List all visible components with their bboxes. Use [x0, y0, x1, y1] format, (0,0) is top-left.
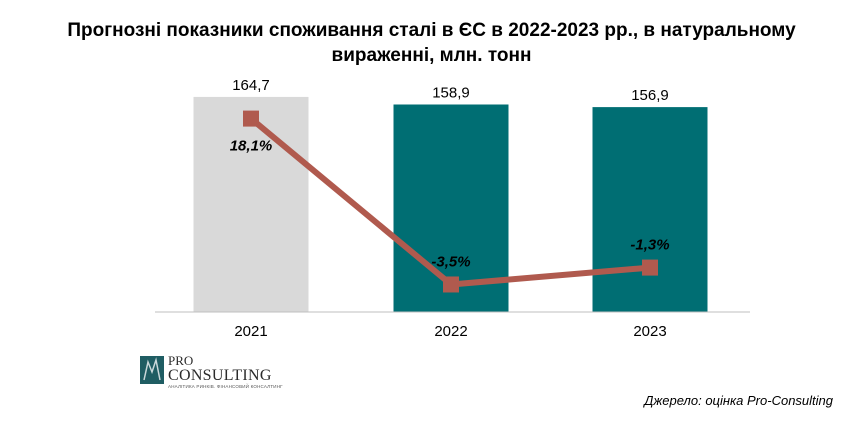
logo-emblem-icon — [140, 356, 164, 384]
x-tick-label-2022: 2022 — [434, 323, 467, 340]
value-label-2022: 158,9 — [432, 84, 470, 101]
value-label-2023: 156,9 — [631, 87, 669, 104]
change-marker-2021 — [243, 110, 259, 127]
change-label-2022: -3,5% — [431, 253, 470, 270]
logo-consulting: CONSULTING — [168, 367, 272, 384]
change-label-2023: -1,3% — [630, 237, 669, 254]
logo-pro: PRO — [168, 353, 194, 368]
bar-2023 — [592, 107, 708, 312]
x-tick-label-2021: 2021 — [234, 323, 267, 340]
x-tick-label-2023: 2023 — [633, 323, 666, 340]
source-note: Джерело: оцінка Pro-Consulting — [644, 393, 833, 408]
value-label-2021: 164,7 — [232, 77, 270, 94]
logo-tagline: АНАЛІТИКА РИНКІВ. ФІНАНСОВИЙ КОНСАЛТИНГ — [168, 384, 283, 389]
change-marker-2022 — [443, 276, 459, 293]
chart-title-line-2: вираженні, млн. тонн — [331, 45, 532, 66]
company-logo — [138, 352, 278, 388]
change-marker-2023 — [642, 259, 658, 276]
chart-title-line-1: Прогнозні показники споживання сталі в Є… — [67, 20, 796, 41]
logo-text: PRO CONSULTING АНАЛІТИКА РИНКІВ. ФІНАНСО… — [168, 354, 283, 390]
bar-2021 — [193, 96, 309, 312]
chart-title: Прогнозні показники споживання сталі в Є… — [0, 18, 863, 68]
change-label-2021: 18,1% — [230, 138, 273, 155]
